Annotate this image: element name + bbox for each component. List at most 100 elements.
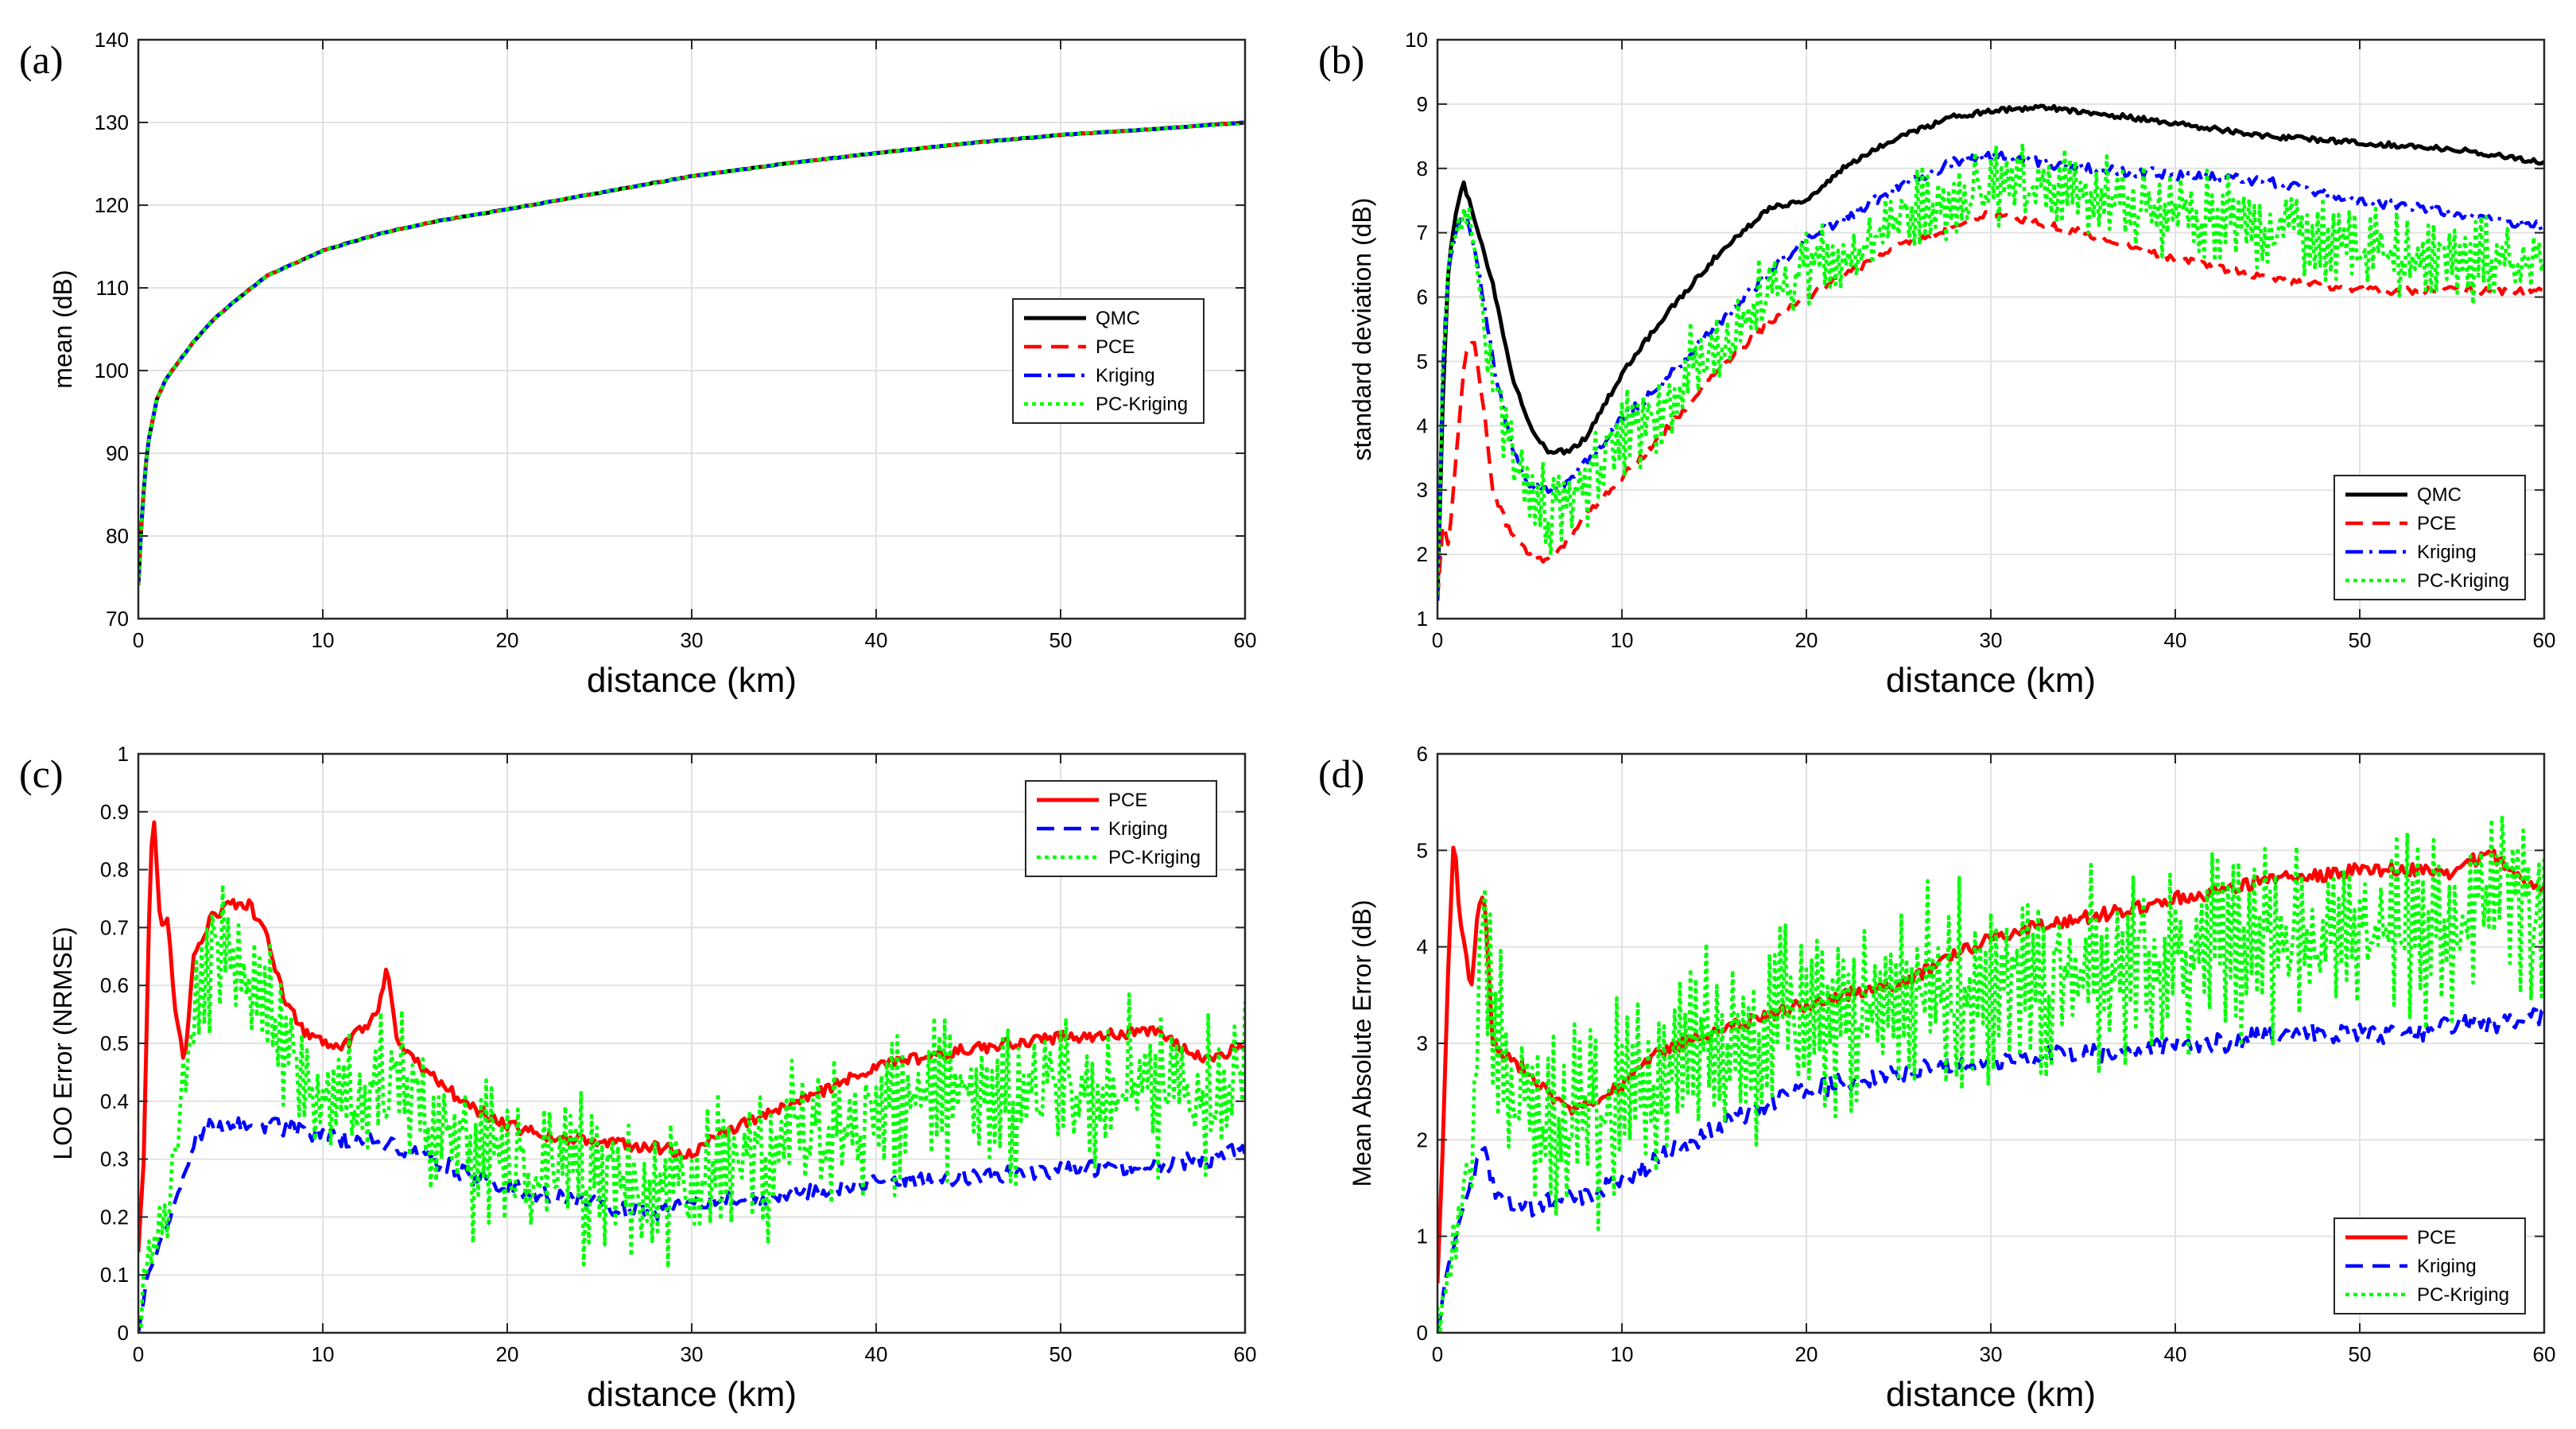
y-tick-label: 80 xyxy=(106,524,129,548)
legend-label: PC-Kriging xyxy=(1108,847,1201,868)
series-line-kriging xyxy=(138,1116,1245,1333)
x-tick-label: 30 xyxy=(1980,1342,2003,1366)
y-tick-label: 0 xyxy=(1417,1321,1428,1345)
y-tick-label: 0.3 xyxy=(100,1147,129,1171)
y-tick-label: 100 xyxy=(95,359,129,382)
y-axis-label: standard deviation (dB) xyxy=(1348,198,1376,461)
legend-box xyxy=(1025,780,1217,877)
legend-label: PCE xyxy=(2417,513,2456,534)
x-tick-label: 30 xyxy=(1980,628,2003,652)
x-axis-label: distance (km) xyxy=(1886,1375,2096,1414)
x-tick-label: 30 xyxy=(681,628,704,652)
y-tick-label: 9 xyxy=(1417,92,1428,116)
x-tick-label: 60 xyxy=(2533,1342,2556,1366)
y-tick-label: 3 xyxy=(1417,478,1428,502)
y-tick-label: 4 xyxy=(1417,414,1428,437)
x-axis-label: distance (km) xyxy=(587,661,797,700)
y-tick-label: 5 xyxy=(1417,838,1428,862)
x-tick-label: 0 xyxy=(133,628,144,652)
legend: PCE Kriging PC-Kriging xyxy=(1025,780,1217,877)
legend-label: PCE xyxy=(1108,790,1147,811)
y-tick-label: 1 xyxy=(118,742,129,766)
y-tick-label: 110 xyxy=(96,276,129,300)
x-tick-label: 60 xyxy=(2533,628,2556,652)
x-tick-label: 10 xyxy=(312,1342,335,1366)
legend: QMC PCE Kriging PC-Kriging xyxy=(1012,298,1205,424)
x-tick-label: 60 xyxy=(1234,628,1257,652)
y-tick-label: 0.1 xyxy=(100,1263,129,1287)
legend: QMC PCE Kriging PC-Kriging xyxy=(2334,475,2526,600)
x-tick-label: 20 xyxy=(496,1342,519,1366)
y-tick-label: 4 xyxy=(1417,935,1428,959)
chart-panel-4: 0 10 20 30 40 50 60 0 1 2 3 4 5 6 distance (km) Mean Ab… xyxy=(1318,742,2555,1414)
x-axis-label: distance (km) xyxy=(587,1375,797,1414)
y-tick-label: 0.5 xyxy=(100,1031,129,1055)
x-tick-label: 20 xyxy=(1795,1342,1818,1366)
x-tick-label: 40 xyxy=(865,1342,888,1366)
y-tick-label: 120 xyxy=(95,193,129,217)
x-tick-label: 60 xyxy=(1234,1342,1257,1366)
y-tick-label: 2 xyxy=(1417,542,1428,566)
x-tick-label: 0 xyxy=(1432,628,1443,652)
legend-label: Kriging xyxy=(2417,1256,2477,1277)
x-tick-label: 50 xyxy=(2349,628,2372,652)
y-tick-label: 130 xyxy=(95,111,129,134)
y-tick-label: 3 xyxy=(1417,1031,1428,1055)
x-tick-label: 40 xyxy=(2164,1342,2187,1366)
chart-panel-3: 0 10 20 30 40 50 60 0 0.1 0.2 0.3 0.4 0.5 0.6 0.7 0.8 0.… xyxy=(19,742,1256,1414)
y-tick-label: 5 xyxy=(1417,349,1428,373)
x-tick-label: 50 xyxy=(1049,628,1073,652)
x-tick-label: 0 xyxy=(1432,1342,1443,1366)
series-line-pce xyxy=(1437,210,2544,601)
legend-label: PCE xyxy=(2417,1227,2456,1248)
y-axis-label: Mean Absolute Error (dB) xyxy=(1348,899,1376,1186)
y-tick-label: 0.2 xyxy=(100,1205,129,1229)
x-tick-label: 50 xyxy=(1049,1342,1073,1366)
y-tick-label: 0.4 xyxy=(100,1089,129,1113)
series-line-kriging xyxy=(1437,1007,2544,1332)
y-tick-label: 8 xyxy=(1417,157,1428,181)
y-axis-label: mean (dB) xyxy=(48,270,77,388)
y-tick-label: 7 xyxy=(1417,221,1428,245)
panel-letter: (d) xyxy=(1318,751,1364,796)
x-tick-label: 40 xyxy=(865,628,888,652)
y-tick-label: 0.8 xyxy=(100,858,129,882)
x-tick-label: 0 xyxy=(133,1342,144,1366)
series-line-pc-kriging xyxy=(138,883,1245,1333)
y-tick-label: 6 xyxy=(1417,742,1428,766)
series-line-pc-kriging xyxy=(1437,142,2544,596)
y-tick-label: 0 xyxy=(118,1321,129,1345)
panel-letter: (b) xyxy=(1318,37,1364,82)
x-tick-label: 50 xyxy=(2349,1342,2372,1366)
x-tick-label: 40 xyxy=(2164,628,2187,652)
legend-label: QMC xyxy=(2417,484,2462,506)
series-line-pc-kriging xyxy=(138,120,1245,586)
panel-letter: (c) xyxy=(19,751,64,796)
legend-label: Kriging xyxy=(1096,365,1155,386)
x-axis-label: distance (km) xyxy=(1886,661,2096,700)
y-tick-label: 90 xyxy=(106,441,129,465)
y-tick-label: 140 xyxy=(95,28,129,52)
legend-label: PC-Kriging xyxy=(2417,570,2509,592)
x-tick-label: 10 xyxy=(312,628,335,652)
y-tick-label: 10 xyxy=(1405,28,1428,52)
y-axis-label: LOO Error (NRMSE) xyxy=(48,926,77,1159)
y-tick-label: 6 xyxy=(1417,285,1428,309)
legend-label: PC-Kriging xyxy=(2417,1284,2509,1306)
legend-label: Kriging xyxy=(2417,542,2477,563)
panel-letter: (a) xyxy=(19,37,64,82)
chart-panels: 0 10 20 30 40 50 60708090100110120130140distan… xyxy=(19,28,2555,1414)
x-tick-label: 10 xyxy=(1611,628,1634,652)
y-tick-label: 70 xyxy=(106,607,129,631)
legend-box xyxy=(2334,1217,2526,1314)
legend-label: PC-Kriging xyxy=(1096,394,1188,415)
y-tick-label: 0.6 xyxy=(100,973,129,997)
x-tick-label: 30 xyxy=(681,1342,704,1366)
y-tick-label: 1 xyxy=(1417,1225,1428,1248)
legend-label: Kriging xyxy=(1108,818,1168,840)
legend-label: QMC xyxy=(1096,308,1140,329)
series-line-pc-kriging xyxy=(1437,814,2544,1333)
x-tick-label: 20 xyxy=(1795,628,1818,652)
chart-panel-1: 0 10 20 30 40 50 60 70 80 90 100 110 120 130 140 distan… xyxy=(19,28,1256,700)
